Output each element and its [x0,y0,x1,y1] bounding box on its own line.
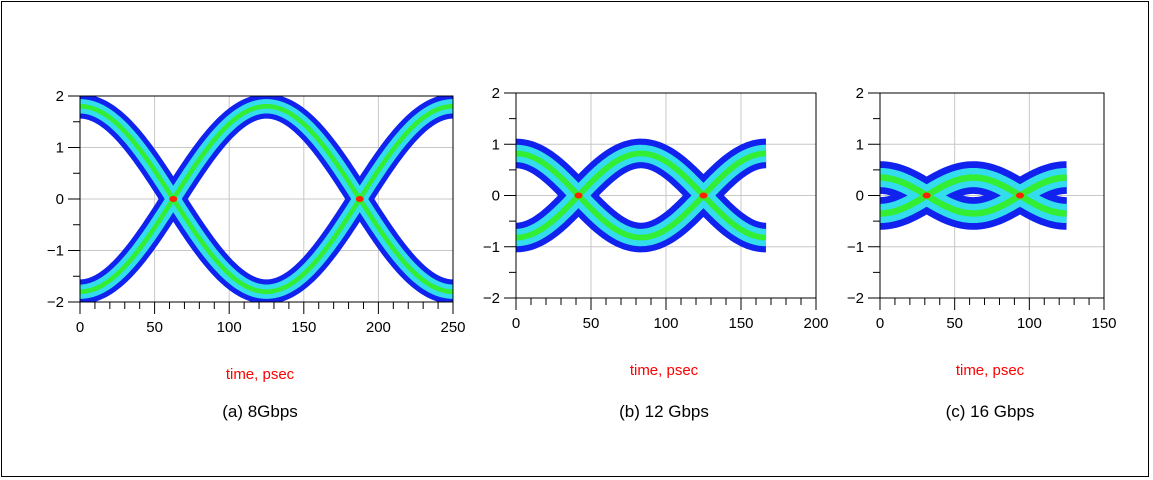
crossing-point-1 [1016,192,1024,199]
xlabel-a: time, psec [225,366,295,383]
crossing-point-0 [574,192,583,199]
x-tick-label-3: 150 [291,319,316,336]
x-tick-label-2: 100 [217,319,242,336]
crossing-point-0 [169,196,178,202]
x-tick-label-5: 250 [440,319,465,336]
x-tick-label-1: 50 [583,315,600,332]
y-tick-label-2: 0 [856,188,864,205]
y-tick-label-3: 1 [492,136,500,153]
trace-core-a [516,150,767,241]
y-tick-label-2: 0 [56,191,64,208]
eye-diagram-b: 0 50 100 150 200 −2 −1 0 1 2 [483,85,829,332]
y-tick-label-2: 0 [492,188,500,205]
caption-b: (b) 12 Gbps [619,402,709,421]
eye-diagram-a: 0 50 100 150 200 250 −2 −1 0 1 2 [47,88,466,336]
eye-traces [80,96,453,302]
crossing-point-1 [355,196,364,202]
y-tick-label-1: −1 [47,243,64,260]
crossing-point-1 [699,192,708,199]
y-tick-label-4: 2 [56,88,64,105]
y-tick-label-1: −1 [847,239,864,256]
y-tick-label-0: −2 [47,294,64,311]
trace-core-b [516,150,767,241]
x-tick-label-4: 200 [366,319,391,336]
x-tick-label-1: 50 [946,315,963,332]
eye-traces [516,138,767,253]
x-tick-label-0: 0 [76,319,84,336]
panel-a: 0 50 100 150 200 250 −2 −1 0 1 2 time, psec (a) 8G… [0,0,466,480]
y-tick-label-0: −2 [483,290,500,307]
x-tick-label-2: 100 [1017,315,1042,332]
x-tick-label-0: 0 [512,315,520,332]
panel-b: 0 50 100 150 200 −2 −1 0 1 2 time, psec (b) 12 Gb… [483,85,829,421]
trace-core-a [80,103,453,295]
xlabel-b: time, psec [629,362,699,379]
y-tick-label-1: −1 [483,239,500,256]
xlabel-c: time, psec [955,362,1025,379]
y-tick-label-4: 2 [492,85,500,102]
y-tick-label-4: 2 [856,85,864,102]
x-tick-label-1: 50 [146,319,163,336]
x-tick-label-4: 200 [803,315,828,332]
caption-a: (a) 8Gbps [222,402,298,421]
x-tick-label-2: 100 [653,315,678,332]
trace-core-b [80,103,453,295]
x-tick-label-0: 0 [876,315,884,332]
x-tick-label-3: 150 [728,315,753,332]
y-tick-label-3: 1 [856,136,864,153]
crossing-point-0 [922,192,931,199]
trace-core-b [880,174,1067,217]
caption-c: (c) 16 Gbps [945,402,1035,421]
y-tick-label-0: −2 [847,290,864,307]
x-tick-label-3: 150 [1091,315,1116,332]
y-tick-label-3: 1 [56,140,64,157]
eye-traces [880,161,1067,230]
trace-core-a [880,174,1067,217]
